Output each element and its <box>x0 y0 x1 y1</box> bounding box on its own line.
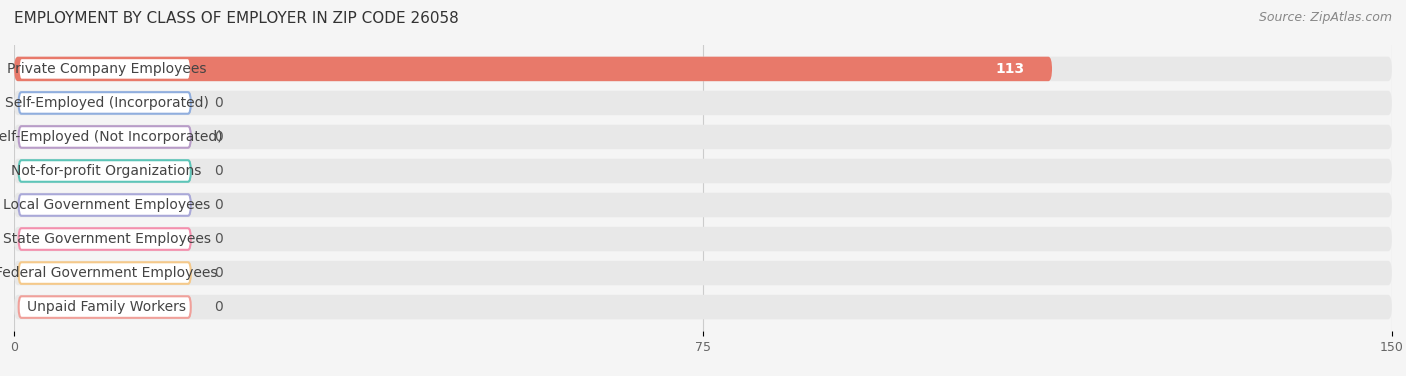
FancyBboxPatch shape <box>18 160 191 182</box>
Text: 0: 0 <box>214 266 222 280</box>
FancyBboxPatch shape <box>14 261 1392 285</box>
FancyBboxPatch shape <box>18 228 191 250</box>
Text: 0: 0 <box>214 164 222 178</box>
FancyBboxPatch shape <box>14 227 1392 251</box>
Text: Self-Employed (Not Incorporated): Self-Employed (Not Incorporated) <box>0 130 224 144</box>
FancyBboxPatch shape <box>18 296 191 318</box>
FancyBboxPatch shape <box>18 262 191 284</box>
Text: 0: 0 <box>214 300 222 314</box>
Text: Federal Government Employees: Federal Government Employees <box>0 266 218 280</box>
FancyBboxPatch shape <box>14 159 1392 183</box>
Text: Self-Employed (Incorporated): Self-Employed (Incorporated) <box>4 96 208 110</box>
Text: State Government Employees: State Government Employees <box>3 232 211 246</box>
FancyBboxPatch shape <box>14 91 1392 115</box>
FancyBboxPatch shape <box>18 58 191 80</box>
FancyBboxPatch shape <box>14 295 1392 319</box>
FancyBboxPatch shape <box>14 57 1052 81</box>
Text: 113: 113 <box>995 62 1025 76</box>
Text: Not-for-profit Organizations: Not-for-profit Organizations <box>11 164 201 178</box>
Text: 0: 0 <box>214 232 222 246</box>
FancyBboxPatch shape <box>18 126 191 148</box>
Text: Source: ZipAtlas.com: Source: ZipAtlas.com <box>1258 11 1392 24</box>
FancyBboxPatch shape <box>14 193 1392 217</box>
Text: EMPLOYMENT BY CLASS OF EMPLOYER IN ZIP CODE 26058: EMPLOYMENT BY CLASS OF EMPLOYER IN ZIP C… <box>14 11 458 26</box>
Text: Private Company Employees: Private Company Employees <box>7 62 207 76</box>
Text: Unpaid Family Workers: Unpaid Family Workers <box>27 300 186 314</box>
FancyBboxPatch shape <box>18 92 191 114</box>
FancyBboxPatch shape <box>14 125 1392 149</box>
FancyBboxPatch shape <box>18 194 191 216</box>
Text: 0: 0 <box>214 96 222 110</box>
FancyBboxPatch shape <box>14 57 1392 81</box>
Text: 0: 0 <box>214 130 222 144</box>
Text: 0: 0 <box>214 198 222 212</box>
Text: Local Government Employees: Local Government Employees <box>3 198 209 212</box>
